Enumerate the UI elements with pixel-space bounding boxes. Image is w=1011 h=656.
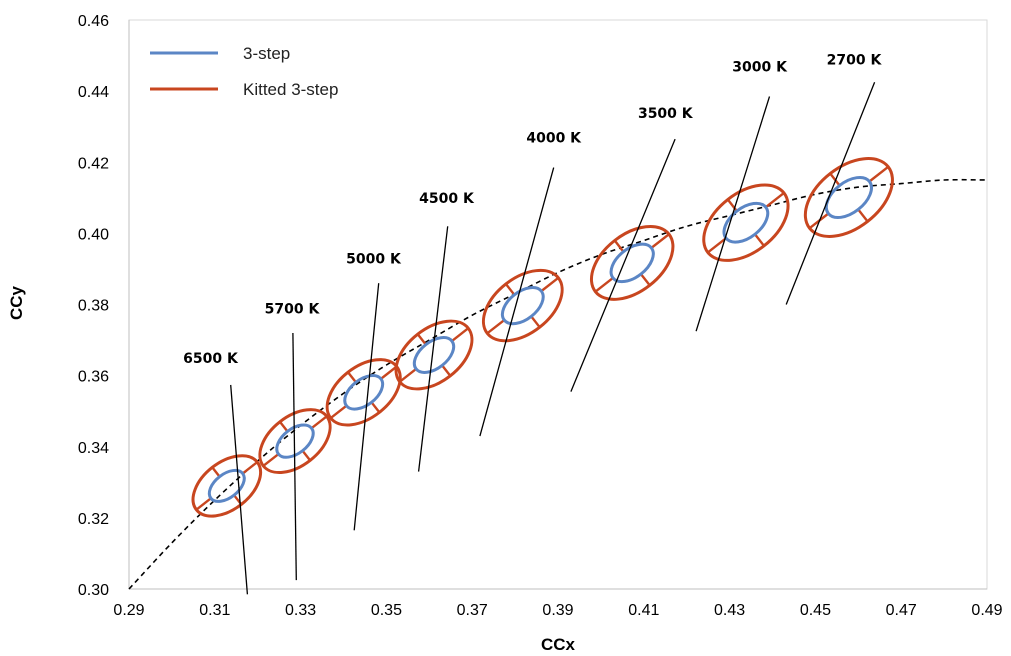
cct-isotemperature-line	[479, 167, 555, 437]
kitted-spoke	[868, 165, 889, 183]
bin-6500-k	[191, 454, 263, 518]
planckian-locus-curve	[128, 178, 988, 590]
3-step-ellipse	[412, 336, 456, 374]
3-step-ellipse	[207, 468, 246, 503]
kitted-spoke	[594, 276, 614, 293]
bin-4500-k	[394, 319, 474, 391]
bins	[191, 157, 894, 518]
cct-label: 4500 K	[419, 191, 475, 207]
x-tick-label: 0.31	[199, 602, 230, 619]
3-step-ellipse	[343, 374, 385, 411]
kitted-spoke	[504, 283, 516, 296]
kitted-3-step-ellipse	[481, 268, 564, 343]
y-tick-label: 0.40	[78, 226, 109, 243]
cct-isotemperature-line	[695, 96, 771, 332]
kitted-spoke	[613, 239, 625, 253]
kitted-3-step-ellipse	[589, 224, 675, 301]
kitted-spoke	[370, 401, 381, 414]
cct-isotemperature-line	[353, 283, 380, 531]
cct-label: 6500 K	[183, 351, 239, 367]
kitted-spoke	[380, 365, 398, 380]
3-step-ellipse	[824, 175, 873, 220]
kitted-spoke	[310, 415, 328, 430]
bin-2700-k	[803, 157, 894, 238]
kitted-spoke	[416, 333, 427, 346]
bin-5000-k	[325, 358, 402, 427]
cct-isotemperature-line	[570, 138, 676, 392]
3-step-ellipse	[275, 423, 315, 459]
kitted-spoke	[441, 364, 452, 377]
3-step-ellipse	[722, 201, 770, 244]
kitted-spoke	[754, 233, 765, 247]
x-axis-title: CCx	[541, 635, 576, 654]
kitted-spoke	[195, 497, 212, 511]
cct-isotemperature-line	[292, 332, 297, 581]
planckian-locus	[128, 178, 988, 590]
legend-label-3-step: 3-step	[243, 44, 290, 63]
annotations: 6500 K 5700 K 5000 K 4500 K 4000 K 3500 K 3000…	[183, 53, 882, 595]
3-step-ellipse	[500, 286, 545, 326]
bin-3500-k	[589, 224, 675, 301]
kitted-spoke	[530, 315, 541, 328]
y-tick-label: 0.36	[78, 369, 109, 386]
cct-label: 5000 K	[346, 252, 402, 268]
kitted-spoke	[857, 208, 869, 223]
kitted-3-step-ellipse	[191, 454, 263, 518]
x-tick-label: 0.29	[113, 602, 144, 619]
kitted-spoke	[278, 421, 289, 433]
x-tick-label: 0.41	[628, 602, 659, 619]
cct-isotemperature-line	[230, 384, 249, 595]
y-tick-label: 0.34	[78, 440, 109, 457]
kitted-spoke	[347, 371, 357, 384]
kitted-spoke	[765, 192, 785, 209]
kitted-spoke	[650, 233, 670, 249]
cct-label: 5700 K	[265, 301, 321, 317]
3-step-ellipse	[609, 242, 655, 284]
legend-label-kitted-3-step: Kitted 3-step	[243, 80, 338, 99]
y-tick-label: 0.30	[78, 582, 109, 599]
axes: 0.29 0.31 0.33 0.35 0.37 0.39 0.41 0.43 0.45 0.47…	[78, 13, 1003, 619]
kitted-spoke	[639, 273, 651, 287]
x-tick-label: 0.47	[886, 602, 917, 619]
bin-3000-k	[702, 183, 790, 262]
y-tick-label: 0.42	[78, 155, 109, 172]
x-tick-label: 0.33	[285, 602, 316, 619]
x-tick-label: 0.35	[371, 602, 402, 619]
cct-isotemperature-line	[417, 226, 449, 472]
kitted-spoke	[262, 453, 280, 467]
bin-5700-k	[258, 408, 332, 475]
kitted-spoke	[486, 319, 506, 335]
kitted-spoke	[451, 327, 470, 342]
legend: 3-step Kitted 3-step	[150, 44, 338, 99]
kitted-spoke	[829, 172, 841, 187]
cct-label: 4000 K	[526, 131, 582, 147]
kitted-spoke	[398, 368, 417, 383]
kitted-spoke	[540, 276, 560, 293]
kitted-3-step-ellipse	[702, 183, 790, 262]
y-axis-title: CCy	[7, 285, 26, 320]
cct-label: 2700 K	[827, 53, 883, 69]
kitted-3-step-ellipse	[803, 157, 894, 238]
x-tick-label: 0.49	[971, 602, 1002, 619]
y-tick-label: 0.44	[78, 84, 109, 101]
kitted-spoke	[211, 466, 221, 478]
y-tick-label: 0.32	[78, 511, 109, 528]
x-tick-label: 0.37	[457, 602, 488, 619]
x-tick-label: 0.39	[542, 602, 573, 619]
kitted-spoke	[301, 450, 312, 462]
x-tick-label: 0.43	[714, 602, 745, 619]
y-tick-label: 0.38	[78, 298, 109, 315]
kitted-spoke	[241, 461, 258, 475]
cct-label: 3500 K	[638, 106, 694, 122]
kitted-spoke	[726, 198, 738, 212]
cct-isotemperature-line	[785, 81, 876, 305]
y-tick-label: 0.46	[78, 13, 109, 30]
kitted-spoke	[707, 237, 727, 254]
x-tick-label: 0.45	[800, 602, 831, 619]
bin-4000-k	[481, 268, 564, 343]
cct-label: 3000 K	[732, 60, 788, 76]
kitted-spoke	[329, 404, 348, 420]
